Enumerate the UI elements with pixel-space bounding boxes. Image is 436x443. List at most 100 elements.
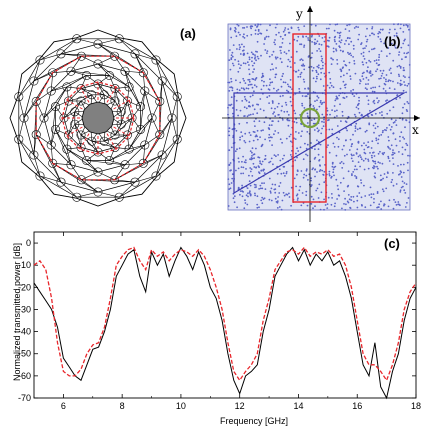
rod-dot (256, 195, 259, 198)
rod-dot (243, 79, 246, 82)
rod-dot (279, 46, 281, 48)
rod-dot (228, 127, 231, 130)
rod-dot (248, 80, 251, 83)
rod-dot (399, 84, 402, 87)
rod-dot (231, 51, 234, 54)
rod-dot (363, 184, 365, 187)
rod-dot (386, 127, 388, 129)
rod-dot (328, 151, 331, 154)
rod-dot (385, 176, 388, 179)
rod-dot (365, 40, 368, 43)
rod-circle (155, 130, 165, 140)
tiling-edge (97, 38, 120, 45)
rod-dot (239, 33, 241, 36)
rod-dot (290, 27, 293, 30)
rod-dot (310, 195, 313, 198)
rod-dot (398, 51, 401, 53)
rod-dot (236, 148, 238, 151)
rod-circle (120, 160, 130, 170)
rod-circle (76, 142, 86, 152)
rod-dot (408, 121, 411, 124)
rod-dot (375, 59, 378, 61)
rod-dot (341, 110, 344, 113)
rod-dot (327, 45, 329, 48)
rod-dot (346, 129, 348, 132)
rod-dot (269, 160, 272, 163)
rod-dot (370, 147, 373, 149)
rod-dot (236, 48, 238, 50)
rod-dot (377, 138, 380, 141)
rod-dot (367, 103, 370, 105)
rod-dot (300, 58, 303, 60)
rod-dot (394, 28, 396, 31)
rod-dot (358, 111, 361, 114)
rod-dot (318, 159, 320, 162)
rod-dot (371, 48, 373, 51)
rod-dot (343, 203, 345, 205)
rod-circle (35, 171, 45, 181)
rod-dot (281, 38, 284, 40)
rod-dot (276, 201, 279, 204)
rod-dot (289, 140, 292, 143)
rod-circle (39, 113, 49, 123)
rod-dot (326, 203, 329, 206)
rod-dot (380, 75, 383, 77)
rod-dot (375, 70, 377, 73)
rod-dot (263, 43, 265, 45)
rod-dot (386, 112, 389, 115)
rod-dot (336, 115, 338, 117)
rod-dot (320, 71, 323, 74)
rod-dot (287, 119, 289, 122)
rod-dot (404, 84, 406, 86)
rod-dot (371, 114, 374, 116)
rod-dot (385, 129, 387, 132)
rod-dot (406, 52, 408, 55)
tiling-edge (159, 80, 163, 102)
rod-dot (343, 144, 345, 147)
rod-dot (269, 81, 272, 84)
rod-dot (276, 56, 279, 59)
rod-dot (279, 49, 282, 52)
rod-dot (311, 52, 314, 54)
rod-dot (242, 166, 245, 169)
rod-dot (242, 27, 244, 29)
rod-dot (402, 67, 405, 69)
tiling-edge (124, 70, 144, 73)
rod-dot (297, 26, 300, 29)
rod-dot (281, 157, 284, 160)
rod-dot (323, 121, 325, 123)
rod-dot (253, 108, 256, 111)
rod-dot (239, 136, 242, 139)
rod-circle (99, 90, 109, 100)
tiling-edge (114, 56, 126, 72)
tiling-edge (60, 38, 78, 55)
rod-dot (253, 90, 255, 93)
rod-dot (281, 199, 284, 202)
tiling-edge (143, 144, 146, 164)
rod-dot (402, 106, 404, 109)
rod-dot (284, 33, 287, 36)
rod-dot (300, 170, 303, 172)
rod-dot (344, 209, 347, 211)
rod-dot (393, 152, 396, 155)
rod-dot (281, 75, 284, 78)
rod-dot (245, 87, 248, 90)
rod-dot (381, 152, 384, 155)
rod-dot (314, 205, 316, 208)
rod-dot (350, 196, 353, 198)
rod-dot (289, 79, 292, 81)
rod-circle (140, 140, 150, 150)
rod-dot (229, 169, 232, 172)
rod-dot (321, 127, 323, 130)
rod-dot (380, 200, 382, 203)
rod-dot (268, 55, 271, 58)
rod-dot (237, 31, 240, 34)
rod-dot (312, 207, 314, 210)
rod-dot (288, 135, 291, 138)
rod-dot (371, 90, 374, 93)
rod-circle (46, 140, 56, 150)
rod-dot (397, 165, 399, 167)
rod-dot (367, 83, 369, 85)
rod-dot (296, 156, 298, 159)
